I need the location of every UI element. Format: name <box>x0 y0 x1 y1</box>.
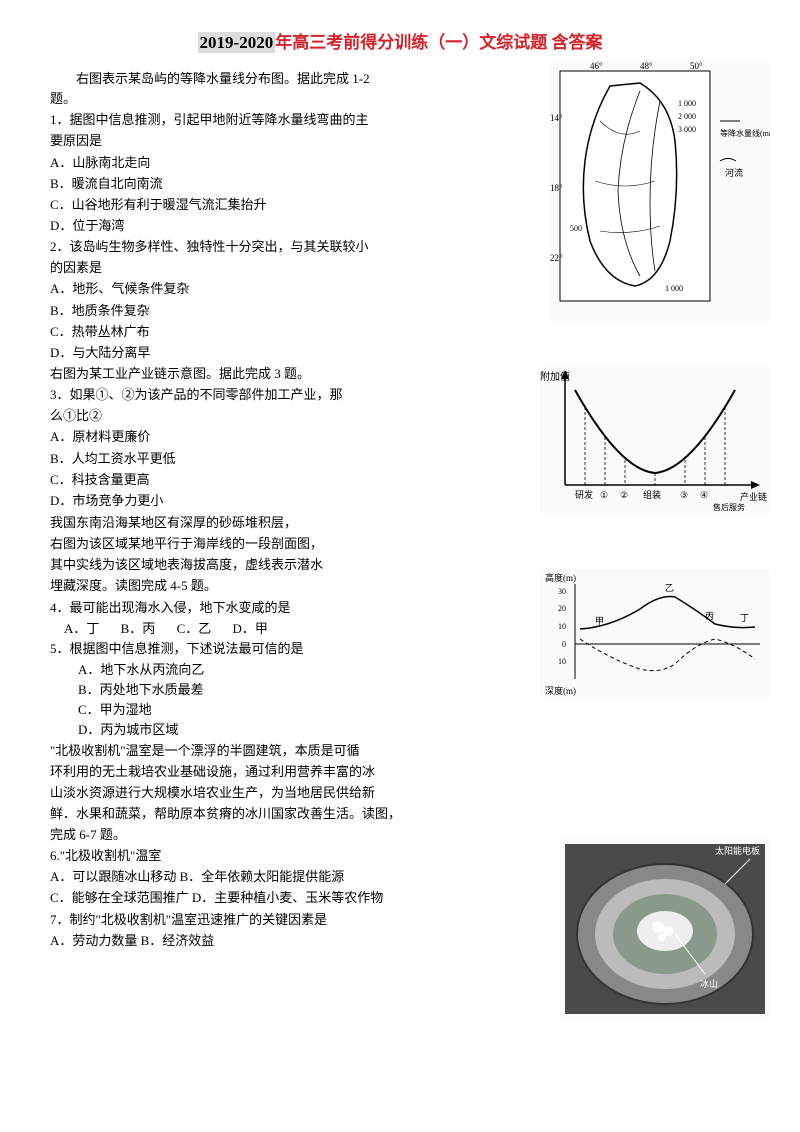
svg-text:太阳能电板: 太阳能电板 <box>715 845 760 856</box>
svg-text:河流: 河流 <box>725 167 743 178</box>
figure-island-map: 46° 48° 50° 14° 18° 22° 1 000 2 000 3 00… <box>550 61 770 321</box>
q5-opt-b: B．丙处地下水质最差 <box>50 680 450 700</box>
q4-c: C．乙 <box>177 619 212 639</box>
intro6-l2: 环利用的无土栽培农业基础设施，通过利用营养丰富的冰 <box>50 762 450 782</box>
q2-opt-d: D．与大陆分离早 <box>50 343 450 363</box>
intro4-l2: 右图为该区域某地平行于海岸线的一段剖面图， <box>50 534 450 554</box>
svg-text:30: 30 <box>558 587 566 596</box>
svg-text:3 000: 3 000 <box>678 125 696 134</box>
svg-text:14°: 14° <box>550 113 563 123</box>
svg-text:产业链: 产业链 <box>740 491 767 502</box>
q5-opt-d: D．丙为城市区域 <box>50 720 450 740</box>
svg-text:50°: 50° <box>690 61 703 71</box>
svg-text:②: ② <box>620 490 628 500</box>
q5-opt-c: C．甲为湿地 <box>50 700 450 720</box>
svg-text:20: 20 <box>558 604 566 613</box>
q4-b: B．丙 <box>121 619 156 639</box>
svg-text:①: ① <box>600 490 608 500</box>
smile-curve-svg: 附加值 产业链 研发 ① ② 组装 ③ ④ 售后服务 <box>540 365 770 515</box>
svg-text:0: 0 <box>562 640 566 649</box>
svg-text:冰山: 冰山 <box>700 978 718 989</box>
svg-text:④: ④ <box>700 490 708 500</box>
q2-opt-c: C．热带丛林广布 <box>50 322 450 342</box>
svg-text:2 000: 2 000 <box>678 112 696 121</box>
intro-3: 右图为某工业产业链示意图。据此完成 3 题。 <box>50 364 450 384</box>
title-rest: 年高三考前得分训练（一）文综试题 含答案 <box>275 33 602 52</box>
svg-text:高度(m): 高度(m) <box>545 572 576 583</box>
svg-text:附加值: 附加值 <box>540 370 570 383</box>
q6-opt-ab: A．可以跟随冰山移动 B．全年依赖太阳能提供能源 <box>50 867 450 887</box>
q1-stem2: 要原因是 <box>50 131 450 151</box>
q4-a: A．丁 <box>64 619 99 639</box>
svg-text:售后服务: 售后服务 <box>713 502 745 512</box>
intro4-l4: 埋藏深度。读图完成 4-5 题。 <box>50 576 450 596</box>
intro-1: 右图表示某岛屿的等降水量线分布图。据此完成 1-2 <box>50 69 450 89</box>
q2-stem1: 2．该岛屿生物多样性、独特性十分突出，与其关联较小 <box>50 237 450 257</box>
svg-text:等降水量线(mm): 等降水量线(mm) <box>720 128 770 138</box>
cross-section-svg: 高度(m) 深度(m) 30 20 10 0 10 甲 乙 丙 丁 <box>540 569 770 699</box>
svg-text:10: 10 <box>558 622 566 631</box>
q3-opt-b: B．人均工资水平更低 <box>50 449 450 469</box>
q1-opt-a: A．山脉南北走向 <box>50 153 450 173</box>
q5-opt-a: A．地下水从丙流向乙 <box>50 660 450 680</box>
svg-text:乙: 乙 <box>665 583 674 593</box>
svg-text:1 000: 1 000 <box>665 284 683 293</box>
intro4-l3: 其中实线为该区域地表海拔高度，虚线表示潜水 <box>50 555 450 575</box>
page-title: 2019-2020年高三考前得分训练（一）文综试题 含答案 <box>50 28 750 53</box>
q7-stem: 7．制约"北极收割机"温室迅速推广的关键因素是 <box>50 910 450 930</box>
svg-text:10: 10 <box>558 657 566 666</box>
q2-stem2: 的因素是 <box>50 258 450 278</box>
figure-arctic-harvester: 太阳能电板 冰山 <box>560 839 770 1019</box>
intro6-l1: "北极收割机"温室是一个漂浮的半圆建筑，本质是可循 <box>50 741 450 761</box>
svg-text:22°: 22° <box>550 253 563 263</box>
q4-opts: A．丁 B．丙 C．乙 D．甲 <box>50 619 450 639</box>
island-map-svg: 46° 48° 50° 14° 18° 22° 1 000 2 000 3 00… <box>550 61 770 321</box>
q3-opt-d: D．市场竞争力更小 <box>50 491 450 511</box>
q5-stem: 5．根据图中信息推测，下述说法最可信的是 <box>50 639 450 659</box>
intro6-l5: 完成 6-7 题。 <box>50 825 450 845</box>
svg-text:丙: 丙 <box>705 611 714 621</box>
q3-opt-a: A．原材料更廉价 <box>50 427 450 447</box>
q7-opt-ab: A．劳动力数量 B．经济效益 <box>50 931 450 951</box>
svg-text:组装: 组装 <box>643 489 661 500</box>
intro-1b: 题。 <box>50 89 450 109</box>
svg-text:46°: 46° <box>590 61 603 71</box>
svg-text:18°: 18° <box>550 183 563 193</box>
q6-stem: 6."北极收割机"温室 <box>50 846 450 866</box>
q2-opt-a: A．地形、气候条件复杂 <box>50 279 450 299</box>
q1-stem1: 1．据图中信息推测，引起甲地附近等降水量线弯曲的主 <box>50 110 450 130</box>
q4-stem: 4．最可能出现海水入侵，地下水变咸的是 <box>50 598 450 618</box>
svg-text:③: ③ <box>680 490 688 500</box>
q3-stem2: 么①比② <box>50 406 450 426</box>
text-column: 右图表示某岛屿的等降水量线分布图。据此完成 1-2 题。 1．据图中信息推测，引… <box>50 69 450 951</box>
title-year: 2019-2020 <box>198 32 276 53</box>
figure-smile-curve: 附加值 产业链 研发 ① ② 组装 ③ ④ 售后服务 <box>540 365 770 515</box>
arctic-harvester-svg: 太阳能电板 冰山 <box>560 839 770 1019</box>
svg-text:深度(m): 深度(m) <box>545 685 576 696</box>
q6-opt-cd: C．能够在全球范围推广 D．主要种植小麦、玉米等农作物 <box>50 888 450 908</box>
q4-d: D．甲 <box>232 619 267 639</box>
intro4-l1: 我国东南沿海某地区有深厚的砂砾堆积层， <box>50 513 450 533</box>
intro6-l4: 鲜．水果和蔬菜，帮助原本贫瘠的冰川国家改善生活。读图， <box>50 804 450 824</box>
q3-opt-c: C．科技含量更高 <box>50 470 450 490</box>
q1-opt-d: D．位于海湾 <box>50 216 450 236</box>
figure-cross-section: 高度(m) 深度(m) 30 20 10 0 10 甲 乙 丙 丁 <box>540 569 770 699</box>
svg-text:48°: 48° <box>640 61 653 71</box>
q2-opt-b: B．地质条件复杂 <box>50 301 450 321</box>
svg-text:研发: 研发 <box>575 489 593 500</box>
q1-opt-c: C．山谷地形有利于暖湿气流汇集抬升 <box>50 195 450 215</box>
svg-text:丁: 丁 <box>740 613 749 623</box>
q3-stem1: 3．如果①、②为该产品的不同零部件加工产业，那 <box>50 385 450 405</box>
svg-text:1 000: 1 000 <box>678 99 696 108</box>
svg-text:500: 500 <box>570 224 582 233</box>
svg-text:甲: 甲 <box>595 616 604 626</box>
content-area: 右图表示某岛屿的等降水量线分布图。据此完成 1-2 题。 1．据图中信息推测，引… <box>50 69 750 951</box>
intro6-l3: 山淡水资源进行大规模水培农业生产，为当地居民供给新 <box>50 783 450 803</box>
q1-opt-b: B．暖流自北向南流 <box>50 174 450 194</box>
